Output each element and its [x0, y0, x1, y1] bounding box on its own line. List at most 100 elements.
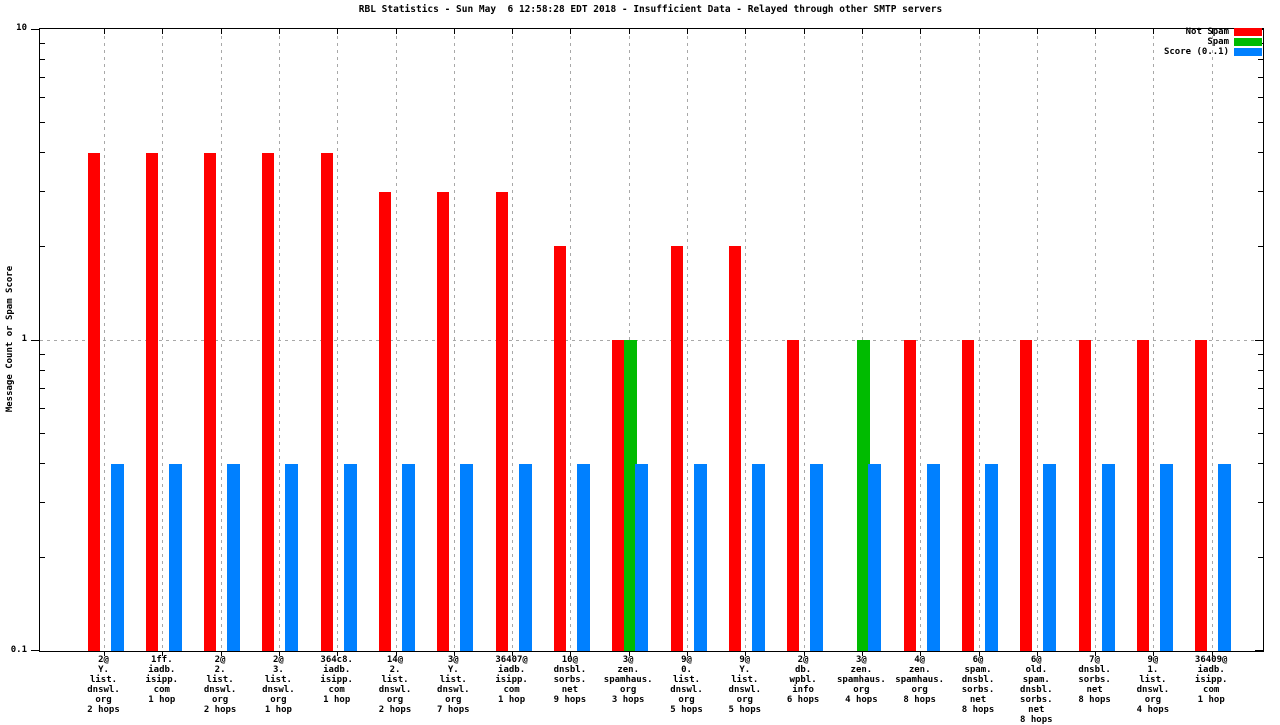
- bar-not-spam: [495, 191, 508, 651]
- y-major-tick: [1255, 650, 1263, 651]
- x-tick-top: [861, 29, 863, 34]
- x-tick-bottom: [978, 651, 980, 656]
- y-tick-label: 0.1: [10, 645, 27, 655]
- y-minor-tick: [1258, 58, 1263, 60]
- y-minor-tick: [1258, 191, 1263, 193]
- y-minor-tick: [1258, 97, 1263, 99]
- bar-score-0-1-: [1218, 463, 1232, 651]
- bar-not-spam: [903, 340, 916, 651]
- x-tick-bottom: [104, 651, 105, 656]
- x-tick-top: [512, 29, 514, 34]
- bar-not-spam: [728, 246, 741, 651]
- y-tick-label: 1: [21, 334, 27, 344]
- x-tick-bottom: [745, 651, 747, 656]
- bar-score-0-1-: [576, 463, 590, 651]
- bar-score-0-1-: [1043, 463, 1057, 651]
- y-minor-tick: [1258, 463, 1263, 465]
- x-category-label: 6@ old. spam. dnsbl. sorbs. net 8 hops: [1020, 655, 1053, 725]
- x-category-label: 9@ 1. list. dnswl. org 4 hops: [1136, 655, 1170, 715]
- bar-score-0-1-: [985, 463, 998, 651]
- x-category-label: 36409@ iadb. isipp. com 1 hop: [1194, 655, 1228, 705]
- y-minor-tick: [1258, 152, 1263, 154]
- bar-score-0-1-: [926, 463, 940, 651]
- x-category-label: 2@ db. wpbl. info 6 hops: [786, 655, 820, 705]
- y-minor-tick: [40, 122, 45, 124]
- y-tick-label: 10: [16, 23, 27, 33]
- plot-area: [31, 28, 1264, 656]
- bar-not-spam: [612, 340, 625, 651]
- x-tick-top: [278, 29, 280, 34]
- y-minor-tick: [1258, 369, 1263, 371]
- x-category-label: 3@ Y. list. dnswl. org 7 hops: [437, 655, 470, 715]
- bar-score-0-1-: [168, 463, 182, 651]
- legend-swatch-not-spam-icon: [1234, 28, 1262, 36]
- y-minor-tick: [40, 76, 45, 78]
- x-tick-bottom: [1095, 651, 1097, 656]
- x-tick-top: [220, 29, 222, 34]
- bar-score-0-1-: [810, 463, 824, 651]
- x-tick-bottom: [628, 651, 630, 656]
- bar-not-spam: [145, 152, 158, 651]
- x-tick-top: [337, 29, 339, 34]
- y-minor-tick: [1258, 245, 1263, 247]
- x-tick-top: [162, 29, 164, 34]
- y-minor-tick: [40, 502, 45, 504]
- x-tick-top: [395, 29, 397, 34]
- bar-not-spam: [262, 152, 275, 651]
- x-tick-top: [1211, 29, 1213, 34]
- bar-not-spam: [787, 340, 800, 651]
- x-tick-bottom: [1036, 651, 1038, 656]
- bar-not-spam: [1195, 340, 1208, 651]
- bar-score-0-1-: [635, 463, 649, 651]
- y-minor-tick: [40, 97, 45, 99]
- legend: Not Spam Spam Score (0..1): [1164, 27, 1262, 57]
- y-major-tick: [31, 650, 40, 651]
- x-tick-bottom: [1211, 651, 1213, 656]
- x-category-label: 364c8. iadb. isipp. com 1 hop: [320, 655, 353, 705]
- bar-score-0-1-: [518, 463, 532, 651]
- y-major-tick: [31, 29, 40, 30]
- x-tick-bottom: [453, 651, 455, 656]
- x-category-label: 1ff. iadb. isipp. com 1 hop: [145, 655, 179, 705]
- bar-score-0-1-: [227, 463, 241, 651]
- y-minor-tick: [1258, 353, 1263, 355]
- x-tick-bottom: [162, 651, 164, 656]
- bar-score-0-1-: [285, 463, 299, 651]
- y-minor-tick: [40, 191, 45, 193]
- x-tick-top: [570, 29, 572, 34]
- x-tick-bottom: [1153, 651, 1155, 656]
- bar-not-spam: [670, 246, 683, 651]
- bar-not-spam: [87, 152, 100, 651]
- y-minor-tick: [40, 387, 45, 389]
- x-tick-top: [453, 29, 455, 34]
- bar-not-spam: [1136, 340, 1149, 651]
- y-major-tick: [1255, 339, 1263, 341]
- y-minor-tick: [1258, 502, 1263, 504]
- y-minor-tick: [40, 408, 45, 410]
- y-minor-tick: [40, 245, 45, 247]
- x-tick-top: [1036, 29, 1038, 34]
- bar-not-spam: [962, 340, 974, 651]
- x-category-label: 9@ 0. list. dnswl. org 5 hops: [670, 655, 703, 715]
- x-tick-bottom: [861, 651, 863, 656]
- legend-swatch-score-icon: [1234, 48, 1262, 56]
- x-category-label: 3@ zen. spamhaus. org 3 hops: [603, 655, 653, 705]
- x-tick-bottom: [512, 651, 514, 656]
- x-category-label: 36407@ iadb. isipp. com 1 hop: [495, 655, 528, 705]
- x-tick-top: [104, 29, 105, 34]
- x-category-label: 4@ zen. spamhaus. org 8 hops: [895, 655, 945, 705]
- x-tick-bottom: [220, 651, 222, 656]
- y-minor-tick: [40, 353, 45, 355]
- x-tick-bottom: [803, 651, 805, 656]
- x-category-label: 3@ zen. spamhaus. org 4 hops: [837, 655, 886, 705]
- x-tick-bottom: [920, 651, 922, 656]
- bar-spam: [857, 340, 871, 651]
- y-minor-tick: [40, 556, 45, 558]
- y-minor-tick: [40, 152, 45, 154]
- y-minor-tick: [40, 42, 45, 44]
- bar-score-0-1-: [402, 463, 415, 651]
- y-minor-tick: [40, 463, 45, 465]
- bar-not-spam: [320, 152, 333, 651]
- legend-label-spam: Spam: [1207, 37, 1229, 47]
